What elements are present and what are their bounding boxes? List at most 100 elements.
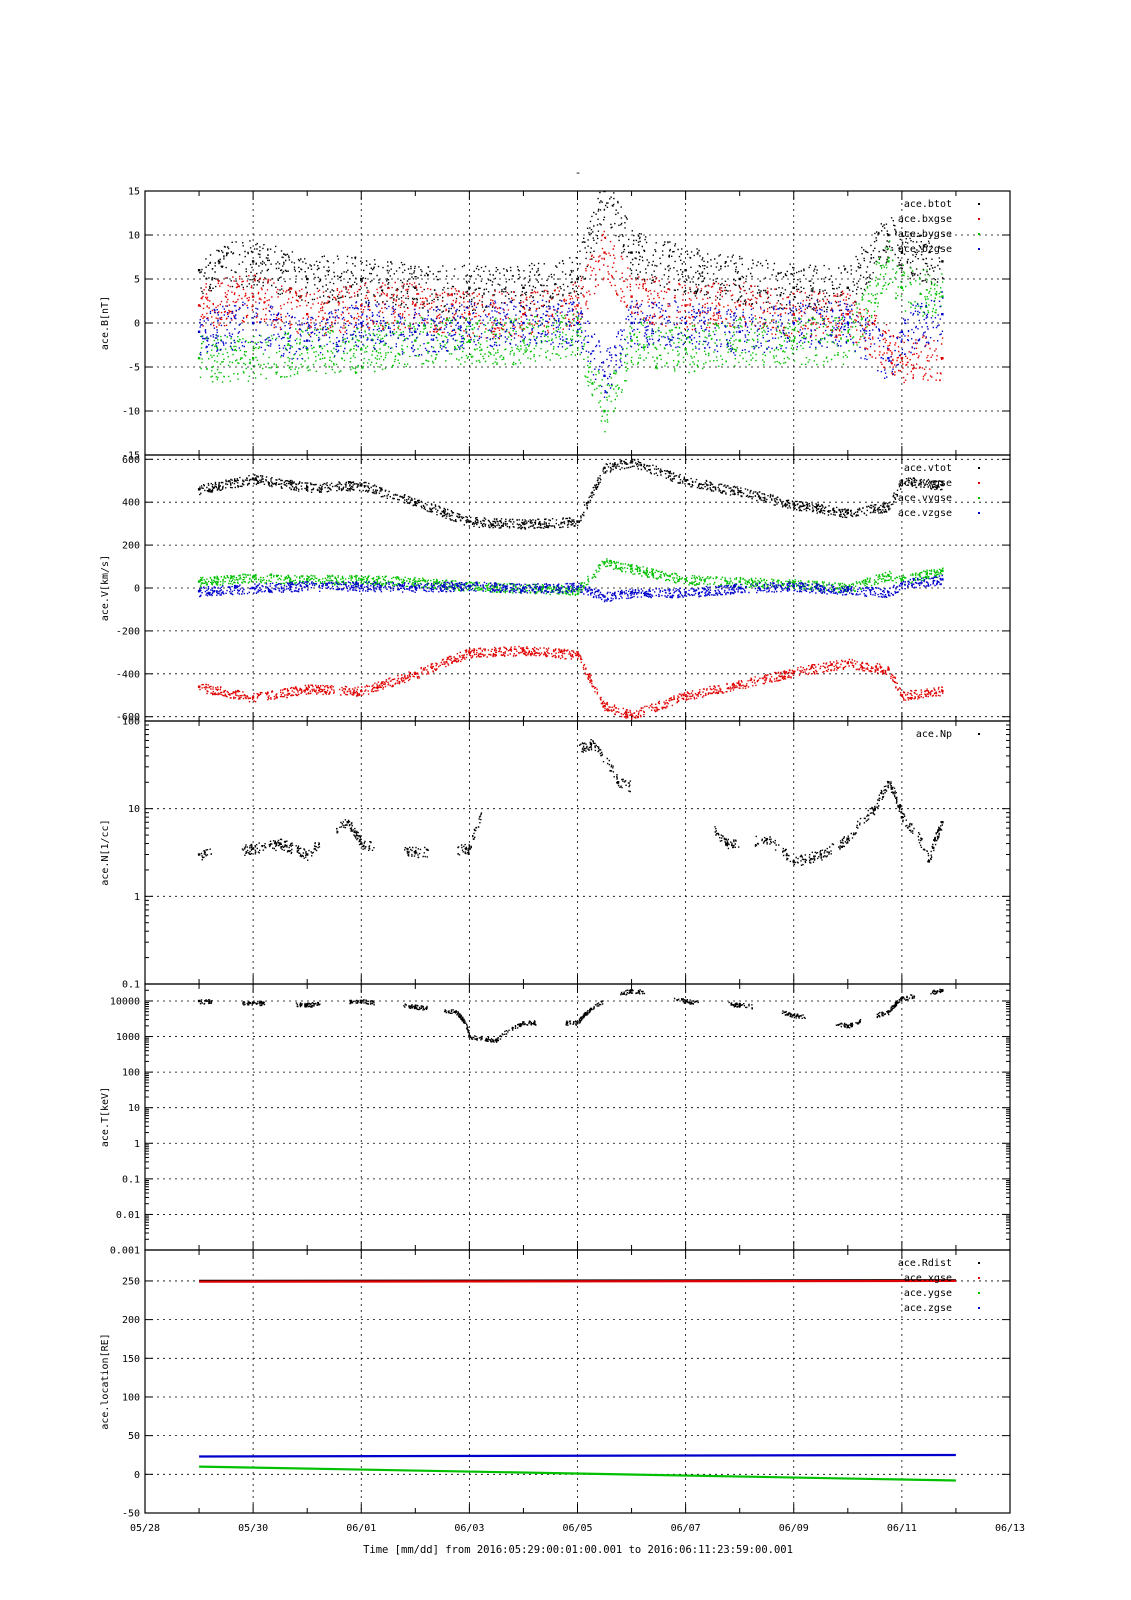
data-point	[927, 860, 931, 863]
data-point	[468, 651, 471, 654]
data-point	[522, 313, 525, 316]
x-tick-label: 06/05	[562, 1523, 592, 1534]
y-axis-label: ace.B[nT]	[100, 296, 111, 350]
data-point	[900, 251, 904, 254]
series-ace-bzgse	[197, 291, 944, 398]
data-point	[468, 847, 471, 850]
data-point	[738, 304, 741, 307]
legend-entry: ace.bygse	[898, 229, 952, 240]
series-ace-xgse	[199, 1279, 956, 1283]
panel-3: 0.1 1 10 100 ace.N[1/cc] ace.Np	[100, 717, 1011, 991]
legend-marker	[978, 1307, 980, 1309]
series-points-cloud	[200, 739, 944, 866]
data-layer	[197, 739, 944, 866]
data-point	[603, 374, 606, 377]
data-point	[630, 567, 633, 570]
legend-marker	[978, 482, 980, 484]
data-point	[900, 997, 904, 1000]
data-point	[197, 685, 201, 688]
data-point	[792, 313, 795, 316]
y-tick-label: 5	[134, 275, 140, 286]
data-point	[589, 1007, 593, 1011]
data-point	[941, 357, 944, 360]
data-point	[576, 653, 579, 656]
data-point	[630, 591, 633, 594]
x-tick-label: 06/09	[779, 1523, 809, 1534]
legend-entry: ace.vtot	[904, 463, 952, 474]
x-tick-label: 06/11	[887, 1523, 917, 1534]
series-ace-bxgse	[197, 230, 944, 384]
data-point	[900, 479, 904, 482]
legend-marker	[978, 203, 980, 205]
data-point	[414, 850, 417, 854]
data-point	[887, 233, 890, 237]
data-point	[887, 348, 890, 351]
panel-frame	[144, 1249, 1011, 1514]
legend-marker	[978, 1262, 980, 1264]
data-point	[360, 584, 363, 588]
data-point	[684, 591, 687, 594]
data-point	[360, 999, 363, 1003]
data-point	[684, 999, 687, 1003]
y-tick-label: 1	[134, 1139, 140, 1150]
y-tick-label: 0.1	[122, 980, 140, 991]
data-point	[306, 348, 309, 351]
data-point	[941, 689, 944, 693]
y-tick-label: 200	[122, 541, 140, 552]
data-point	[792, 339, 795, 342]
data-point	[603, 409, 606, 413]
y-tick-label: 50	[128, 1431, 140, 1442]
y-tick-label: 10	[128, 231, 140, 242]
data-point	[589, 742, 593, 745]
x-tick-label: 06/13	[995, 1523, 1025, 1534]
legend-entry: ace.Rdist	[898, 1258, 952, 1269]
legend-entry: ace.btot	[904, 199, 952, 210]
data-point	[495, 1038, 498, 1042]
y-tick-label: -400	[116, 669, 140, 680]
y-tick-label: 400	[122, 498, 140, 509]
x-axis-label: Time [mm/dd] from 2016:05:29:00:01:00.00…	[363, 1544, 793, 1556]
series-line	[199, 1453, 956, 1458]
data-point	[941, 821, 944, 824]
data-point	[846, 313, 849, 316]
series-ace-btot	[197, 191, 944, 313]
series-ace-vxgse	[197, 645, 944, 720]
legend-marker	[978, 1292, 980, 1294]
data-point	[414, 304, 417, 307]
data-point	[887, 668, 890, 671]
data-point	[468, 1035, 471, 1038]
data-point	[468, 520, 471, 523]
data-point	[887, 573, 890, 577]
y-tick-label: 0	[134, 584, 140, 595]
data-point	[900, 286, 904, 289]
data-point	[251, 576, 255, 579]
series-ace-Np	[197, 739, 944, 866]
data-point	[306, 584, 309, 588]
data-point	[251, 357, 255, 360]
data-point	[630, 460, 633, 463]
data-point	[846, 321, 849, 325]
data-point	[360, 321, 363, 325]
data-point	[576, 321, 579, 325]
data-point	[576, 520, 579, 523]
data-point	[197, 853, 201, 856]
data-point	[576, 330, 579, 333]
data-point	[279, 842, 282, 845]
data-point	[576, 304, 579, 307]
data-point	[251, 847, 255, 850]
data-point	[414, 286, 417, 289]
y-axis-label: ace.location[RE]	[100, 1333, 111, 1429]
legend-marker	[978, 512, 980, 514]
panel-4: 0.001 0.01 0.1 1 10 100 1000 10000 ace.T[keV]	[100, 983, 1011, 1257]
data-point	[792, 670, 795, 673]
legend-entry: ace.zgse	[904, 1303, 952, 1314]
data-point	[941, 313, 944, 316]
data-point	[941, 569, 944, 572]
data-point	[725, 842, 728, 845]
data-point	[603, 704, 606, 708]
series-points-cloud	[199, 645, 944, 720]
series-points-cloud	[199, 458, 944, 530]
y-tick-label: 1000	[116, 1032, 140, 1043]
data-point	[792, 582, 795, 585]
